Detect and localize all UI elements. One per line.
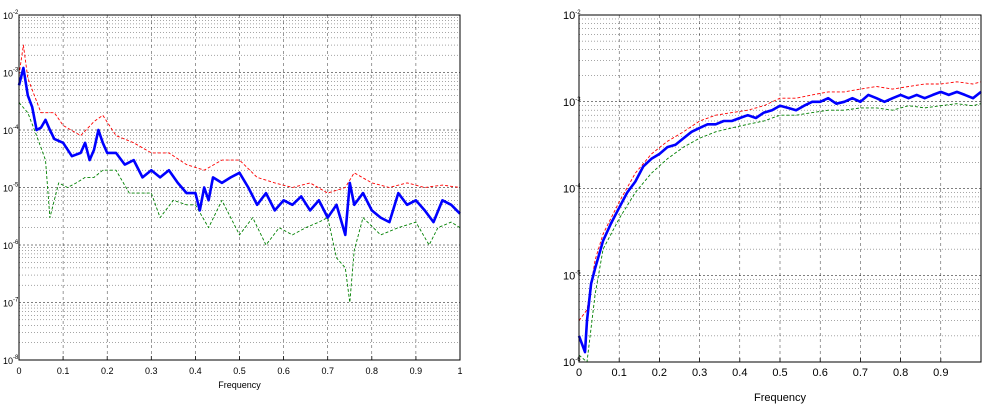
y-tick-label: 10-2 bbox=[3, 10, 19, 21]
y-tick-label: 10-4 bbox=[563, 184, 581, 196]
y-tick-base: 10 bbox=[563, 10, 575, 22]
series-group bbox=[17, 44, 461, 303]
y-tick-label: 10-3 bbox=[563, 97, 581, 109]
x-tick-label: 0.7 bbox=[853, 367, 868, 379]
x-tick-label: 0.7 bbox=[321, 366, 334, 376]
y-tick-base: 10 bbox=[3, 11, 13, 21]
y-tick-base: 10 bbox=[3, 299, 13, 309]
y-tick-base: 10 bbox=[3, 356, 13, 366]
y-tick-exponent: -2 bbox=[575, 10, 581, 16]
x-tick-label: 0.9 bbox=[410, 366, 423, 376]
x-tick-label: 0.2 bbox=[101, 366, 114, 376]
y-tick-label: 10-8 bbox=[3, 355, 19, 366]
x-tick-label: 0 bbox=[16, 366, 21, 376]
series-line-1 bbox=[18, 44, 461, 194]
x-tick-label: 0.1 bbox=[57, 366, 70, 376]
y-tick-label: 10-6 bbox=[3, 240, 19, 251]
x-tick-label: 0.5 bbox=[772, 367, 787, 379]
y-tick-exponent: -7 bbox=[13, 298, 19, 304]
x-tick-label: 0.6 bbox=[813, 367, 828, 379]
y-tick-exponent: -4 bbox=[575, 184, 581, 190]
y-tick-exponent: -5 bbox=[13, 183, 19, 189]
y-tick-base: 10 bbox=[563, 357, 575, 369]
x-tick-label: 0.4 bbox=[189, 366, 202, 376]
x-tick-label: 0 bbox=[576, 367, 582, 379]
x-tick-label: 0.9 bbox=[933, 367, 948, 379]
y-tick-label: 10-5 bbox=[3, 183, 19, 194]
y-tick-label: 10-5 bbox=[563, 270, 581, 282]
y-tick-label: 10-4 bbox=[3, 125, 19, 136]
series-group bbox=[577, 81, 982, 363]
x-tick-label: 0.6 bbox=[277, 366, 290, 376]
y-tick-base: 10 bbox=[3, 126, 13, 136]
y-tick-exponent: -3 bbox=[575, 97, 581, 103]
chart-left: 0 0.1 0.2 0.3 0.4 0.5 0.6 0.7 0.8 0.9 110-810-710-… bbox=[3, 10, 463, 390]
y-tick-label: 10-7 bbox=[3, 298, 19, 309]
y-tick-exponent: -2 bbox=[13, 10, 19, 16]
y-tick-exponent: -3 bbox=[13, 68, 19, 74]
series-line-0 bbox=[577, 90, 982, 354]
series-line-1 bbox=[578, 81, 982, 321]
x-tick-label: 0.8 bbox=[893, 367, 908, 379]
x-tick-label: 0.8 bbox=[366, 366, 379, 376]
y-tick-exponent: -6 bbox=[575, 357, 581, 363]
y-tick-base: 10 bbox=[563, 184, 575, 196]
x-tick-label: 0.3 bbox=[145, 366, 158, 376]
x-tick-label: 0.3 bbox=[692, 367, 707, 379]
y-tick-base: 10 bbox=[563, 270, 575, 282]
x-tick-label: 0.2 bbox=[652, 367, 667, 379]
x-tick-label: 0.4 bbox=[732, 367, 747, 379]
x-tick-label: 0.5 bbox=[233, 366, 246, 376]
y-tick-label: 10-2 bbox=[563, 10, 581, 22]
y-tick-base: 10 bbox=[3, 69, 13, 79]
chart-right: 0 0.1 0.2 0.3 0.4 0.5 0.6 0.7 0.8 0.910-610-510-4… bbox=[563, 10, 982, 404]
x-axis-label: Frequency bbox=[754, 392, 806, 404]
y-tick-label: 10-3 bbox=[3, 68, 19, 79]
y-tick-base: 10 bbox=[3, 241, 13, 251]
y-tick-exponent: -8 bbox=[13, 355, 19, 361]
y-tick-exponent: -5 bbox=[575, 270, 581, 276]
y-tick-exponent: -4 bbox=[13, 125, 19, 131]
x-tick-label: 0.1 bbox=[612, 367, 627, 379]
y-tick-base: 10 bbox=[3, 184, 13, 194]
y-tick-exponent: -6 bbox=[13, 240, 19, 246]
series-line-2 bbox=[18, 102, 461, 303]
grid bbox=[578, 15, 981, 363]
series-line-2 bbox=[578, 103, 982, 363]
y-tick-label: 10-6 bbox=[563, 357, 581, 369]
y-tick-base: 10 bbox=[563, 97, 575, 109]
x-axis-label: Frequency bbox=[218, 380, 261, 390]
series-line-0 bbox=[17, 66, 461, 237]
x-tick-label: 1 bbox=[457, 366, 462, 376]
